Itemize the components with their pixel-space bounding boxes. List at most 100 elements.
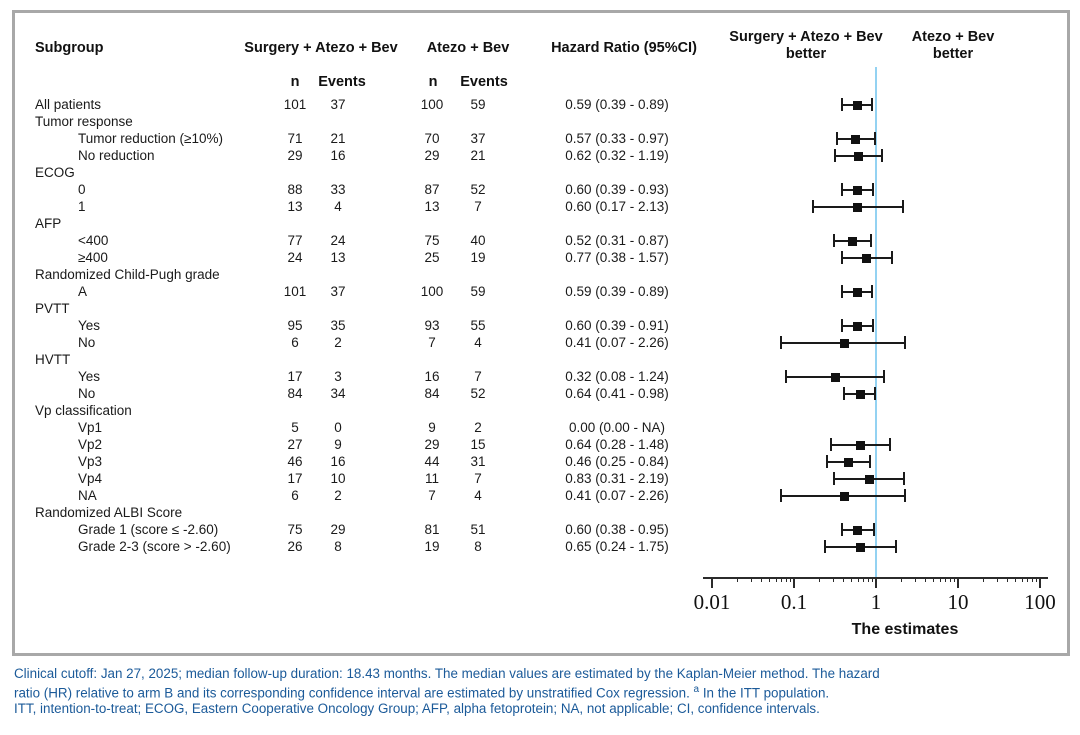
n-cell-arm1: 71 [287, 131, 303, 146]
n-cell-arm1: 17 [287, 369, 303, 384]
row-label: A [78, 284, 88, 299]
axis-tick-minor [954, 577, 956, 582]
row-label: All patients [35, 97, 102, 112]
hazard-ratio-cell: 0.41 (0.07 - 2.26) [565, 488, 669, 503]
events-cell-arm2: 7 [474, 471, 482, 486]
axis-tick-major [793, 577, 795, 588]
n-cell-arm2: 11 [424, 471, 440, 486]
axis-tick-minor [736, 577, 738, 582]
axis-tick-major [1039, 577, 1041, 588]
events-cell-arm1: 2 [334, 335, 342, 350]
events-cell-arm1: 2 [334, 488, 342, 503]
n-cell-arm2: 9 [428, 420, 436, 435]
ci-cap-right [874, 387, 877, 400]
axis-tick-label: 100 [1024, 590, 1056, 614]
axis-tick-minor [945, 577, 947, 582]
axis-tick-label: 0.1 [780, 590, 808, 614]
footnote-line-2-text-after: In the ITT population. [699, 685, 830, 701]
n-cell-arm1: 101 [283, 284, 307, 299]
ci-cap-right [868, 455, 871, 468]
ci-cap-left [780, 489, 783, 502]
footnote-line-2: ratio (HR) relative to arm B and its cor… [14, 682, 1074, 701]
events-cell-arm1: 9 [334, 437, 342, 452]
hazard-ratio-cell: 0.41 (0.07 - 2.26) [565, 335, 669, 350]
point-estimate-marker [864, 474, 874, 484]
events-cell-arm1: 24 [330, 233, 346, 248]
events-cell-arm2: 55 [470, 318, 486, 333]
n-cell-arm2: 29 [424, 148, 440, 163]
ci-cap-left [840, 523, 843, 536]
n-cell-arm2: 84 [424, 386, 440, 401]
ci-cap-left [840, 251, 843, 264]
row-label: Vp4 [78, 471, 103, 486]
hazard-ratio-cell: 0.52 (0.31 - 0.87) [565, 233, 669, 248]
point-estimate-marker [855, 440, 865, 450]
hazard-ratio-cell: 0.60 (0.38 - 0.95) [565, 522, 669, 537]
ci-cap-left [841, 98, 844, 111]
n-cell-arm2: 75 [424, 233, 440, 248]
events-cell-arm1: 16 [330, 148, 346, 163]
axis-tick-major [875, 577, 877, 588]
axis-tick-minor [863, 577, 865, 582]
n-cell-arm1: 46 [287, 454, 303, 469]
axis-tick-minor [1032, 577, 1034, 582]
n-cell-arm2: 7 [428, 488, 436, 503]
n-cell-arm2: 70 [424, 131, 440, 146]
group-label: Randomized ALBI Score [35, 505, 183, 520]
ci-cap-left [841, 183, 844, 196]
group-label: HVTT [35, 352, 71, 367]
axis-tick-minor [997, 577, 999, 582]
row-label: No [78, 335, 96, 350]
axis-tick-label: 10 [947, 590, 969, 614]
events-cell-arm1: 37 [330, 284, 346, 299]
x-axis-title: The estimates [851, 621, 959, 638]
n-cell-arm1: 24 [287, 250, 303, 265]
hazard-ratio-cell: 0.62 (0.32 - 1.19) [565, 148, 669, 163]
events-cell-arm2: 7 [474, 199, 482, 214]
hazard-ratio-cell: 0.57 (0.33 - 0.97) [565, 131, 669, 146]
n-cell-arm2: 100 [420, 97, 444, 112]
ci-cap-right [873, 523, 876, 536]
ci-cap-right [873, 132, 876, 145]
axis-tick-minor [781, 577, 783, 582]
events-cell-arm2: 19 [470, 250, 486, 265]
events-cell-arm2: 52 [470, 182, 486, 197]
ci-cap-left [825, 455, 828, 468]
row-label: Vp1 [78, 420, 103, 435]
hazard-ratio-cell: 0.59 (0.39 - 0.89) [565, 97, 669, 112]
point-estimate-marker [853, 321, 863, 331]
events-cell-arm1: 34 [330, 386, 346, 401]
ci-cap-right [881, 149, 884, 162]
events-cell-arm1: 3 [334, 369, 342, 384]
ci-cap-right [870, 285, 873, 298]
row-label: NA [78, 488, 97, 503]
group-label: PVTT [35, 301, 70, 316]
ci-cap-left [841, 285, 844, 298]
ci-cap-right [870, 98, 873, 111]
axis-tick-minor [915, 577, 917, 582]
point-estimate-marker [853, 525, 863, 535]
footnote: Clinical cutoff: Jan 27, 2025; median fo… [14, 666, 1074, 717]
events-cell-arm2: 40 [470, 233, 486, 248]
n-cell-arm2: 81 [424, 522, 440, 537]
ci-cap-right [882, 370, 885, 383]
ci-cap-left [811, 200, 814, 213]
col-header-arm2: Atezo + Bev [426, 40, 510, 56]
ci-cap-left [841, 319, 844, 332]
point-estimate-marker [853, 202, 863, 212]
hazard-ratio-cell: 0.00 (0.00 - NA) [568, 420, 666, 435]
hazard-ratio-cell: 0.83 (0.31 - 2.19) [565, 471, 669, 486]
ci-cap-right [891, 251, 894, 264]
events-cell-arm1: 13 [330, 250, 346, 265]
axis-tick-minor [950, 577, 952, 582]
col-header-events-arm2: Events [460, 74, 508, 90]
ci-cap-left [780, 336, 783, 349]
events-cell-arm2: 31 [470, 454, 486, 469]
events-cell-arm2: 21 [470, 148, 486, 163]
hazard-ratio-cell: 0.60 (0.17 - 2.13) [565, 199, 669, 214]
events-cell-arm1: 8 [334, 539, 342, 554]
row-label: Vp3 [78, 454, 103, 469]
footnote-line-2-text: ratio (HR) relative to arm B and its cor… [14, 685, 694, 701]
point-estimate-marker [852, 287, 862, 297]
